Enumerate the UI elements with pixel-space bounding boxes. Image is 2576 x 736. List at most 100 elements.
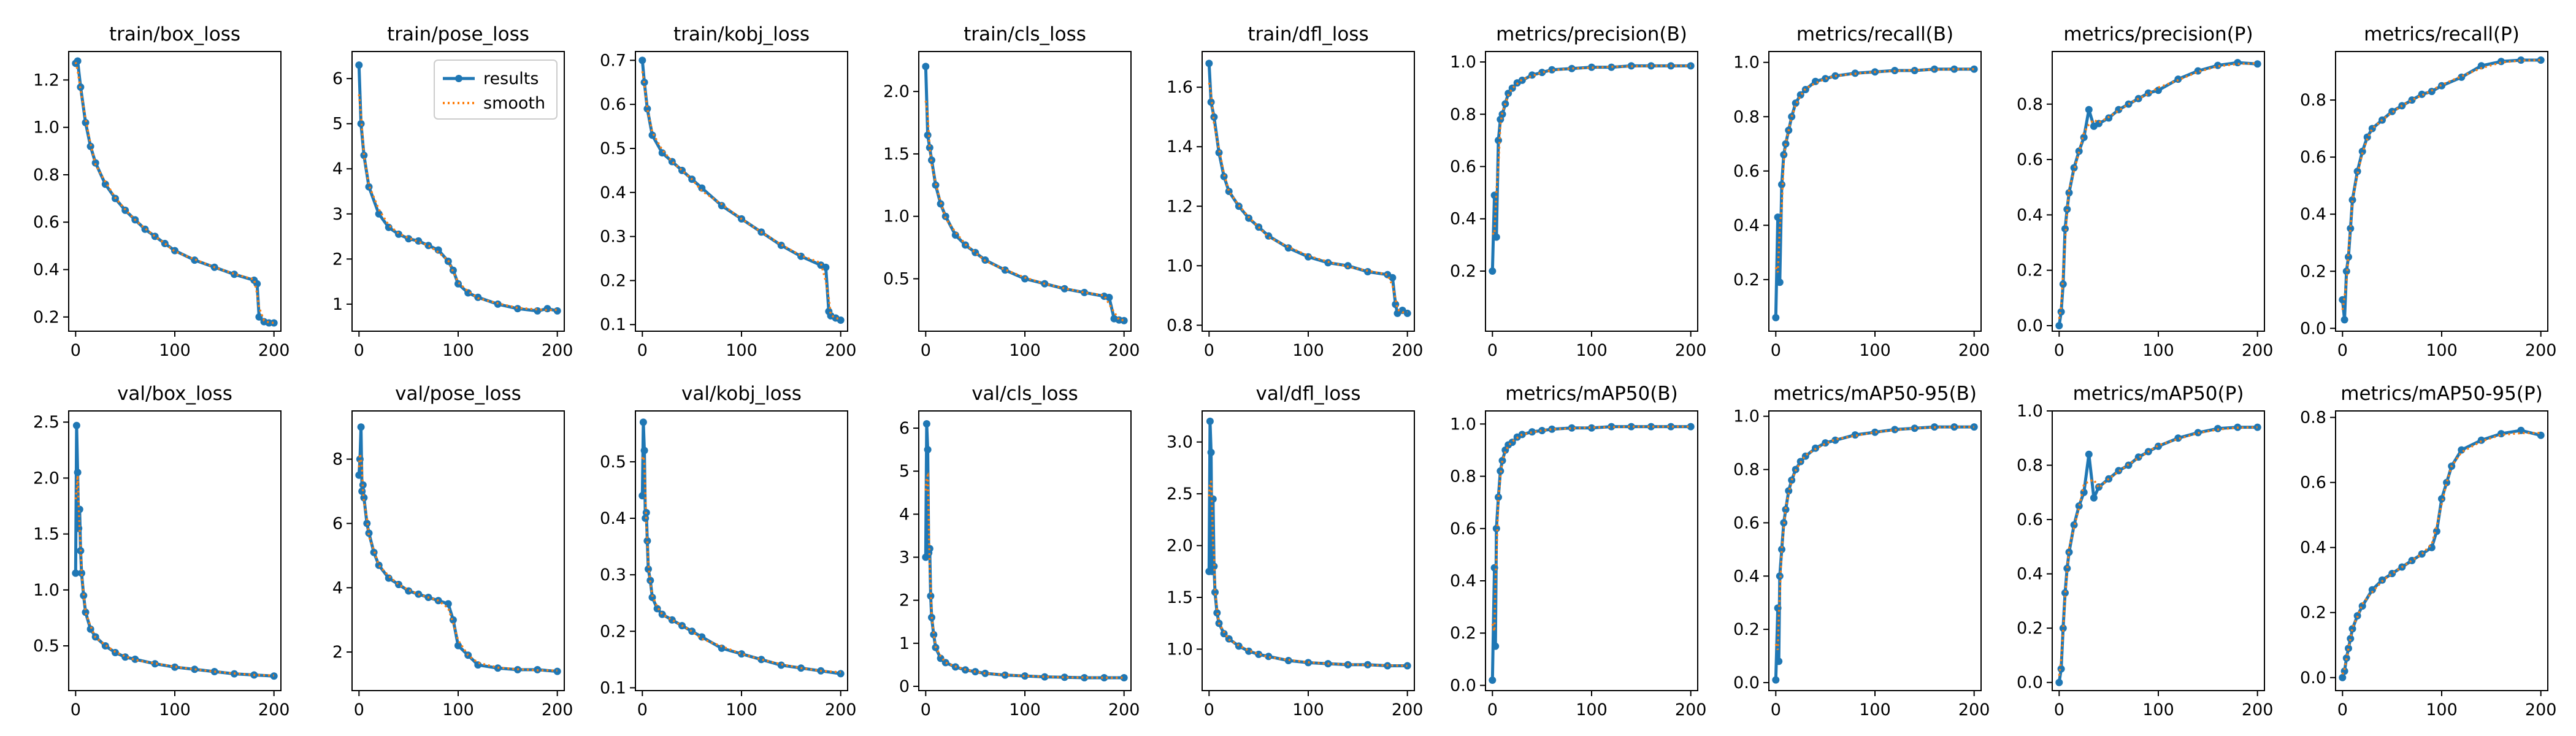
chart-title: metrics/recall(P) <box>2364 23 2520 45</box>
x-tick-label: 0 <box>2054 341 2064 360</box>
x-tick-label: 0 <box>2054 700 2064 719</box>
data-point <box>922 420 930 427</box>
x-tick-label: 200 <box>1392 700 1424 719</box>
y-tick-label: 0 <box>899 677 910 696</box>
chart-title: metrics/precision(B) <box>1496 23 1687 45</box>
data-point <box>643 105 651 113</box>
data-point <box>638 56 646 64</box>
chart-panel: val/cls_loss 0 100 200 0 1 2 3 4 5 6 <box>899 383 1140 719</box>
y-tick-label: 0.6 <box>1450 519 1476 539</box>
y-tick-label: 0.2 <box>1450 624 1476 643</box>
data-point <box>1774 213 1782 221</box>
y-tick-label: 4 <box>332 578 343 597</box>
y-tick-label: 0.2 <box>1450 262 1476 281</box>
data-point <box>1225 635 1233 643</box>
results-line <box>1774 425 1974 680</box>
y-tick-label: 0.5 <box>33 637 59 656</box>
x-tick-label: 0 <box>1771 341 1781 360</box>
y-tick-label: 0.6 <box>2300 473 2326 493</box>
chart-title: train/cls_loss <box>964 23 1086 45</box>
data-point <box>2075 502 2083 510</box>
data-point <box>365 183 373 191</box>
chart-panel: train/box_loss 0 100 200 0.2 0.4 0.6 0.8 1.0 1.2 <box>33 23 289 360</box>
data-point <box>688 627 696 635</box>
data-point <box>2070 164 2078 172</box>
y-tick-label: 0.4 <box>1733 567 1760 586</box>
data-point <box>2155 86 2162 94</box>
data-point <box>924 446 932 454</box>
y-tick-label: 1.0 <box>1450 53 1476 72</box>
data-point <box>405 587 413 595</box>
data-point <box>930 631 938 638</box>
x-tick-label: 0 <box>71 341 81 360</box>
x-tick-label: 200 <box>825 341 857 360</box>
data-point <box>777 242 785 249</box>
data-point <box>141 225 149 233</box>
chart-title: metrics/recall(B) <box>1796 23 1953 45</box>
chart-panel: train/dfl_loss 0 100 200 0.8 1.0 1.2 1.4 1.6 <box>1167 23 1423 360</box>
x-tick-label: 0 <box>1487 341 1498 360</box>
data-point <box>1776 278 1784 286</box>
data-point <box>1489 677 1497 684</box>
chart-panel: metrics/mAP50(B) 0 100 200 0.0 0.2 0.4 0.6 0.8 1.… <box>1450 383 1706 719</box>
data-point <box>941 659 949 667</box>
smooth-line <box>1774 426 1974 650</box>
data-point <box>161 240 169 247</box>
x-tick-label: 0 <box>1771 700 1781 719</box>
data-point <box>643 537 651 545</box>
axes-frame <box>2335 410 2548 691</box>
data-point <box>1284 244 1292 252</box>
x-tick-label: 0 <box>2337 341 2348 360</box>
y-tick-label: 0.8 <box>2017 456 2043 475</box>
x-tick-label: 0 <box>637 700 648 719</box>
data-point <box>2458 446 2466 454</box>
axes-frame <box>1202 410 1415 691</box>
legend-results-label: results <box>483 69 539 88</box>
chart-title: val/dfl_loss <box>1256 383 1361 405</box>
x-tick-label: 200 <box>542 700 573 719</box>
y-tick-label: 0.7 <box>600 51 626 70</box>
data-point <box>171 663 178 671</box>
results-line <box>74 59 274 324</box>
y-tick-label: 3 <box>899 548 910 567</box>
data-point <box>837 670 845 678</box>
chart-title: metrics/mAP50-95(P) <box>2340 383 2542 405</box>
y-tick-label: 0.0 <box>2300 319 2326 338</box>
y-tick-label: 6 <box>899 419 910 438</box>
y-tick-label: 0.6 <box>1733 162 1760 181</box>
results-line <box>1207 63 1408 315</box>
data-point <box>1041 673 1049 681</box>
x-tick-label: 0 <box>921 341 931 360</box>
y-tick-label: 0.3 <box>600 565 626 585</box>
y-tick-label: 1.6 <box>1167 78 1193 97</box>
data-point <box>1782 505 1790 513</box>
x-tick-label: 100 <box>159 341 191 360</box>
data-point <box>1970 65 1978 73</box>
y-tick-label: 0.6 <box>33 213 59 232</box>
data-point <box>1215 148 1223 156</box>
chart-panel: metrics/precision(B) 0 100 200 0.2 0.4 0.6 0.8 1… <box>1450 23 1706 360</box>
x-tick-label: 100 <box>2426 341 2458 360</box>
data-point <box>74 469 82 477</box>
data-point <box>2339 673 2347 681</box>
data-point <box>2234 59 2242 67</box>
data-point <box>270 319 278 327</box>
data-point <box>2055 322 2063 329</box>
chart-panel: metrics/mAP50-95(P) 0 100 200 0.0 0.2 0.4 0.6 0.… <box>2300 383 2556 719</box>
data-point <box>360 151 368 159</box>
smooth-line <box>2058 426 2258 676</box>
data-point <box>1207 448 1215 456</box>
data-point <box>1492 233 1500 241</box>
results-line <box>924 422 1124 680</box>
y-tick-label: 5 <box>899 462 910 481</box>
data-point <box>648 594 656 601</box>
axes-frame <box>1485 410 1698 691</box>
y-tick-label: 1.0 <box>883 207 910 226</box>
data-point <box>927 592 935 600</box>
chart-title: train/pose_loss <box>387 23 529 45</box>
y-tick-label: 1.0 <box>2017 402 2043 421</box>
data-point <box>653 605 661 613</box>
y-tick-label: 1.5 <box>1167 588 1193 607</box>
y-tick-label: 6 <box>332 69 343 88</box>
y-tick-label: 1.0 <box>33 118 59 137</box>
